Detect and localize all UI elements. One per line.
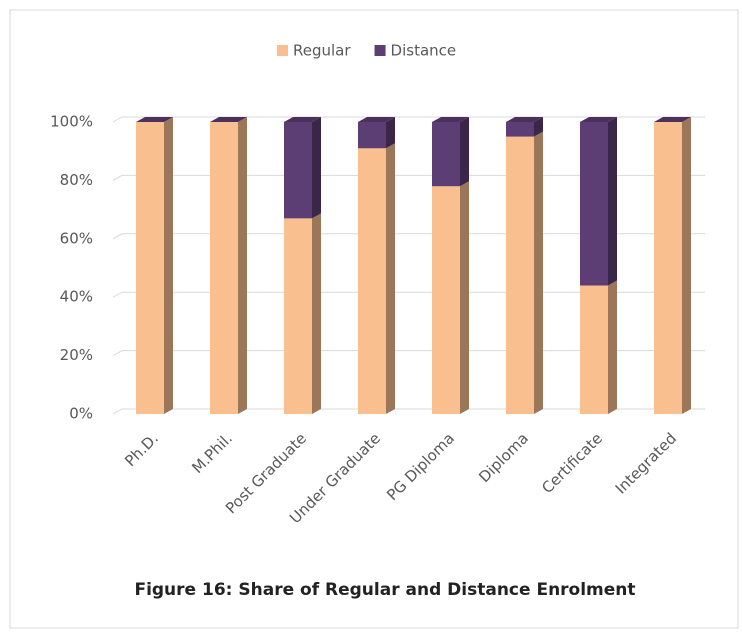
bar (580, 285, 608, 414)
legend-label: Distance (391, 42, 457, 60)
bar-side (460, 117, 469, 187)
bar-side (312, 213, 321, 414)
bar (358, 148, 386, 414)
y-tick-label: 40% (60, 288, 93, 306)
bar-top (654, 117, 691, 122)
bar-top (284, 117, 321, 122)
bar (506, 122, 534, 137)
bar-side (312, 117, 321, 219)
grid-line (112, 116, 705, 123)
bar-side (682, 117, 691, 414)
bar (654, 122, 682, 414)
bar-top (580, 117, 617, 122)
bar (284, 122, 312, 219)
y-tick-label: 80% (60, 171, 93, 189)
bar (210, 122, 238, 414)
bar-side (386, 143, 395, 414)
bar-top (210, 117, 247, 122)
bar (284, 218, 312, 414)
bar-top (358, 117, 395, 122)
y-tick-label: 0% (69, 405, 93, 423)
bar-side (534, 117, 543, 137)
y-tick-label: 20% (60, 346, 93, 364)
bar (358, 122, 386, 149)
bar-side (534, 131, 543, 414)
bar (580, 122, 608, 286)
bar (432, 186, 460, 414)
bar (136, 122, 164, 414)
legend-swatch (374, 45, 386, 56)
bar-side (164, 117, 173, 414)
legend-label: Regular (293, 42, 351, 60)
bar (432, 122, 460, 187)
bar (506, 136, 534, 414)
bar-top (432, 117, 469, 122)
y-tick-label: 60% (60, 229, 93, 247)
bar-side (238, 117, 247, 414)
bar-side (608, 280, 617, 414)
chart-title: Figure 16: Share of Regular and Distance… (134, 580, 635, 600)
bar-side (608, 117, 617, 286)
bar-top (506, 117, 543, 122)
y-tick-label: 100% (50, 113, 93, 131)
bar-side (386, 117, 395, 149)
bar-side (460, 181, 469, 414)
legend-swatch (277, 45, 288, 56)
bar-top (136, 117, 173, 122)
